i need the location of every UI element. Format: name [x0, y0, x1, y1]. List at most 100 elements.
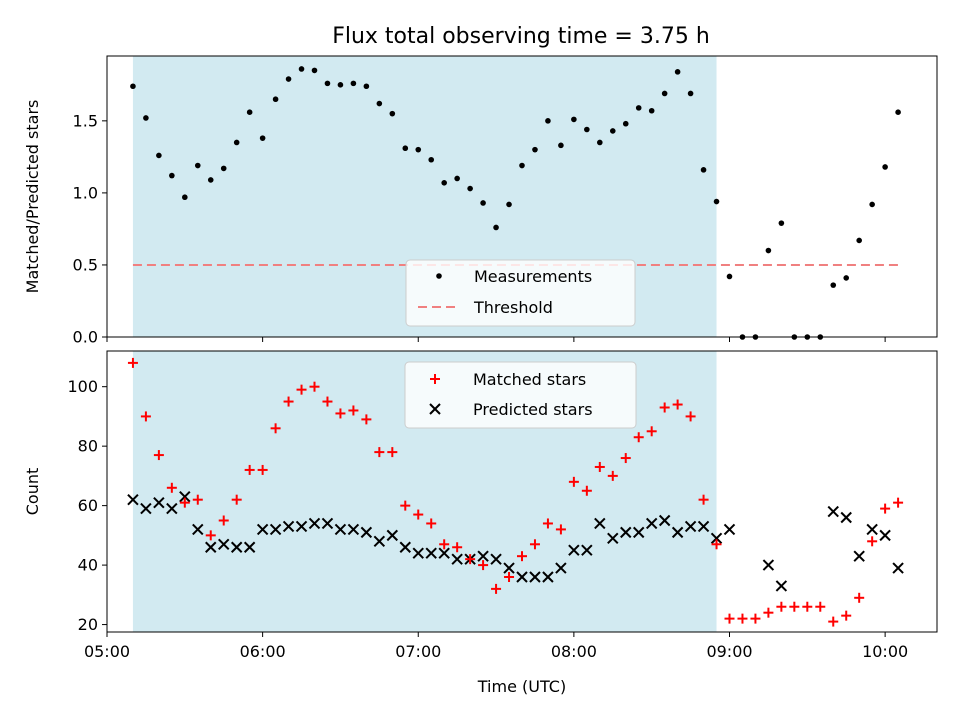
- matched-point: [620, 453, 631, 464]
- predicted-point: [762, 559, 775, 571]
- measurement-point: [506, 201, 512, 208]
- predicted-point: [710, 532, 723, 545]
- legend-matched-marker: [430, 374, 440, 384]
- measurement-point: [259, 135, 266, 141]
- measurement-point: [674, 69, 681, 75]
- measurement-point: [272, 96, 279, 103]
- matched-point: [283, 396, 294, 407]
- measurement-point: [648, 107, 655, 114]
- matched-point: [153, 450, 164, 461]
- measurement-point: [363, 83, 370, 90]
- predicted-point: [775, 580, 788, 592]
- predicted-point: [179, 490, 191, 503]
- measurement-point: [337, 82, 344, 88]
- predicted-point: [347, 523, 360, 536]
- matched-point: [166, 482, 177, 493]
- bottom-plot-marks: [127, 357, 904, 627]
- predicted-point: [386, 529, 399, 542]
- matched-point: [581, 485, 592, 496]
- predicted-point: [503, 562, 515, 574]
- predicted-point: [529, 571, 541, 583]
- matched-point: [711, 539, 722, 550]
- matched-point: [568, 476, 579, 487]
- predicted-point: [697, 520, 710, 533]
- bottom-y-tick-label: 20: [78, 615, 98, 634]
- legend-measurements-marker: [436, 273, 442, 279]
- bottom-y-tick-label: 60: [78, 496, 98, 515]
- predicted-point: [425, 547, 437, 559]
- matched-point: [763, 607, 774, 618]
- predicted-point: [542, 571, 554, 583]
- matched-point: [309, 381, 320, 392]
- x-tick-label: 07:00: [395, 642, 441, 661]
- predicted-point: [633, 526, 645, 539]
- matched-point: [867, 536, 878, 547]
- matched-point: [205, 530, 216, 541]
- measurement-point: [194, 162, 201, 169]
- predicted-point: [205, 541, 217, 553]
- measurement-point: [298, 66, 305, 72]
- predicted-point: [308, 517, 321, 530]
- measurement-point: [687, 90, 694, 97]
- matched-point: [594, 461, 605, 472]
- matched-point: [400, 500, 411, 511]
- predicted-point: [127, 493, 139, 506]
- x-tick-label: 09:00: [706, 642, 752, 661]
- matched-point: [270, 423, 281, 434]
- matched-point: [374, 447, 385, 458]
- predicted-point: [373, 535, 386, 548]
- matched-point: [478, 560, 489, 571]
- measurement-point: [207, 177, 214, 183]
- matched-point: [452, 542, 463, 553]
- predicted-point: [451, 553, 463, 565]
- top-plot-marks: [130, 66, 901, 340]
- top-legend-box: [405, 259, 636, 327]
- matched-point: [361, 414, 372, 425]
- matched-point: [140, 411, 151, 422]
- x-tick-label: 05:00: [84, 642, 130, 661]
- matched-point: [776, 601, 787, 612]
- matched-point: [465, 554, 476, 565]
- matched-point: [439, 539, 450, 550]
- matched-point: [698, 494, 709, 505]
- predicted-point: [218, 538, 230, 550]
- legend-threshold-label: Threshold: [473, 298, 553, 317]
- measurement-point: [285, 76, 292, 82]
- matched-point: [789, 601, 800, 612]
- matched-point: [542, 518, 553, 529]
- top-legend: Measurements Threshold: [405, 259, 636, 327]
- predicted-point: [866, 523, 878, 536]
- predicted-point: [269, 523, 282, 536]
- predicted-point: [192, 523, 204, 536]
- measurement-point: [558, 142, 564, 149]
- top-y-axis-label: Matched/Predicted stars: [23, 100, 42, 294]
- measurement-point: [182, 194, 188, 201]
- bottom-legend-box: [404, 361, 637, 429]
- matched-point: [529, 539, 540, 550]
- top-y-tick-label: 0.5: [73, 255, 98, 274]
- measurement-point: [519, 162, 525, 169]
- bottom-y-tick-label: 100: [67, 377, 98, 396]
- legend-measurements-label: Measurements: [474, 267, 592, 286]
- predicted-point: [230, 541, 243, 553]
- measurement-point: [324, 80, 331, 87]
- matched-point: [854, 592, 865, 603]
- matched-point: [555, 524, 566, 535]
- matched-point: [192, 494, 203, 505]
- top-y-tick-label: 1.5: [73, 111, 98, 130]
- matched-point: [646, 426, 657, 437]
- top-y-ticks: 0.0 0.5 1.0 1.5: [73, 111, 107, 347]
- measurement-point: [156, 152, 162, 159]
- measurement-point: [130, 83, 136, 90]
- predicted-point: [568, 544, 580, 556]
- predicted-point: [243, 541, 256, 553]
- predicted-point: [620, 526, 632, 539]
- measurement-point: [571, 116, 577, 123]
- measurement-point: [609, 128, 616, 134]
- matched-point: [841, 610, 852, 621]
- matched-point: [737, 613, 748, 624]
- matched-point: [244, 464, 255, 475]
- measurement-point: [584, 126, 590, 133]
- measurement-point: [713, 198, 720, 205]
